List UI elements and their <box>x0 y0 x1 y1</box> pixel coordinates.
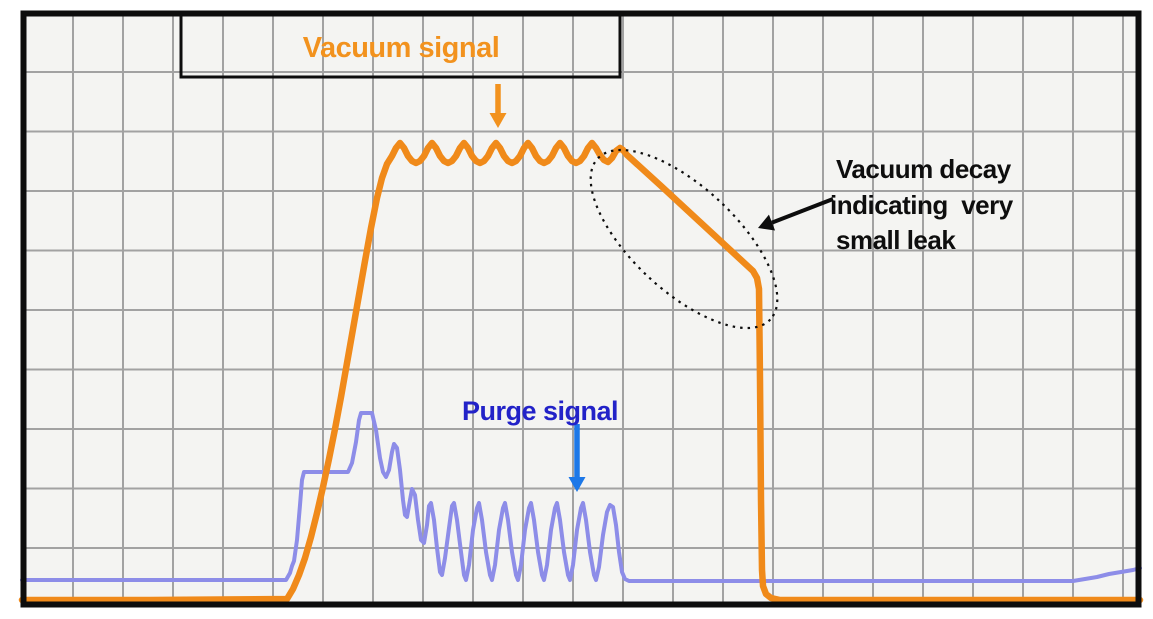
vacuum-label-arrow <box>489 84 507 128</box>
vacuum-decay-note-line2: indicating very <box>830 190 1014 220</box>
vacuum-decay-note-line1: Vacuum decay <box>836 154 1012 184</box>
purge-signal-label: Purge signal <box>462 396 618 426</box>
purge-label-arrow <box>568 424 586 492</box>
plot-border <box>20 10 1142 608</box>
vacuum-signal-trace <box>18 139 1144 604</box>
vacuum-decay-note-line3: small leak <box>836 225 956 255</box>
vacuum-decay-note: Vacuum decay indicating very small leak <box>830 154 1014 255</box>
purge-signal-trace <box>20 411 1142 583</box>
grid-lines <box>24 14 1138 604</box>
vacuum-signal-label: Vacuum signal <box>303 32 500 64</box>
decay-pointer-arrow <box>758 197 834 231</box>
